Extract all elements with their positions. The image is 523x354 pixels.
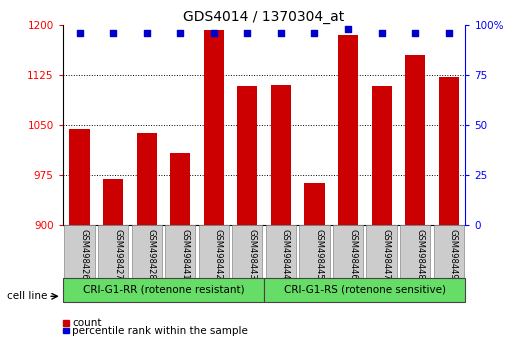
Point [344, 26, 352, 32]
Text: percentile rank within the sample: percentile rank within the sample [72, 326, 248, 336]
Text: count: count [72, 318, 101, 328]
Point [75, 30, 84, 36]
Point [277, 30, 285, 36]
Text: GSM498449: GSM498449 [449, 229, 458, 280]
Bar [271, 85, 291, 225]
Point [310, 30, 319, 36]
Point [176, 30, 185, 36]
Bar [439, 77, 459, 225]
Text: GSM498447: GSM498447 [382, 229, 391, 280]
Text: GSM498443: GSM498443 [247, 229, 256, 280]
Point [378, 30, 386, 36]
Bar [333, 225, 363, 278]
Text: cell line: cell line [7, 291, 47, 301]
Text: GSM498446: GSM498446 [348, 229, 357, 280]
Bar [204, 30, 224, 225]
Title: GDS4014 / 1370304_at: GDS4014 / 1370304_at [184, 10, 345, 24]
Bar [237, 86, 257, 225]
Text: CRI-G1-RR (rotenone resistant): CRI-G1-RR (rotenone resistant) [83, 285, 244, 295]
Bar [132, 225, 162, 278]
Point [142, 30, 151, 36]
Bar [299, 225, 329, 278]
Bar [170, 153, 190, 225]
Bar [70, 129, 89, 225]
Text: GSM498428: GSM498428 [146, 229, 156, 280]
Bar [400, 225, 430, 278]
Text: GSM498427: GSM498427 [113, 229, 122, 280]
Text: GSM498444: GSM498444 [281, 229, 290, 280]
Point [109, 30, 117, 36]
Bar [304, 183, 324, 225]
Bar [371, 86, 392, 225]
Bar [232, 225, 263, 278]
Bar [165, 225, 195, 278]
Point [445, 30, 453, 36]
Bar [264, 278, 465, 302]
Point [210, 30, 218, 36]
Point [411, 30, 419, 36]
Text: GSM498442: GSM498442 [214, 229, 223, 280]
Bar [405, 55, 425, 225]
Bar [63, 278, 264, 302]
Text: GSM498445: GSM498445 [314, 229, 323, 280]
Bar [338, 35, 358, 225]
Bar [137, 133, 157, 225]
Text: GSM498441: GSM498441 [180, 229, 189, 280]
Bar [266, 225, 296, 278]
Bar [367, 225, 396, 278]
Point [243, 30, 252, 36]
Text: CRI-G1-RS (rotenone sensitive): CRI-G1-RS (rotenone sensitive) [284, 285, 446, 295]
Bar [434, 225, 464, 278]
Text: GSM498448: GSM498448 [415, 229, 424, 280]
Bar [199, 225, 229, 278]
Bar [103, 179, 123, 225]
Bar [64, 225, 95, 278]
Text: GSM498426: GSM498426 [79, 229, 88, 280]
Bar [98, 225, 128, 278]
